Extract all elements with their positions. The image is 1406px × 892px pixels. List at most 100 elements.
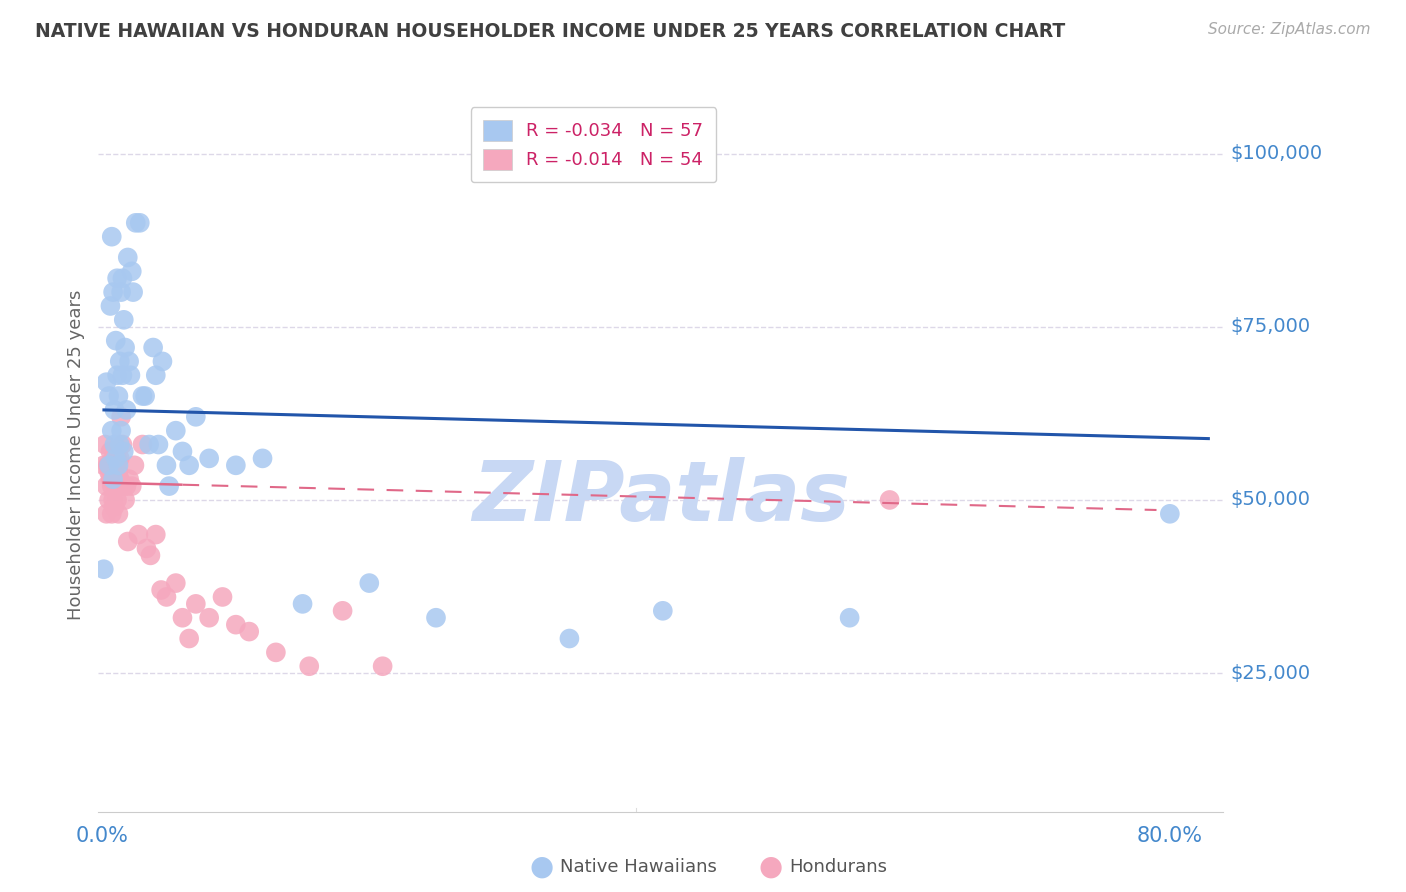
Point	[101, 451, 124, 466]
Point	[100, 458, 122, 473]
Text: $50,000: $50,000	[1230, 491, 1310, 509]
Point	[155, 590, 177, 604]
Point	[111, 437, 134, 451]
Point	[125, 216, 148, 230]
Point	[108, 451, 131, 466]
Point	[104, 458, 127, 473]
Y-axis label: Householder Income Under 25 years: Householder Income Under 25 years	[66, 290, 84, 620]
Point	[107, 458, 129, 473]
Point	[107, 465, 129, 479]
Text: ZIPatlas: ZIPatlas	[472, 458, 849, 538]
Point	[100, 479, 122, 493]
Point	[148, 437, 170, 451]
Point	[117, 251, 139, 265]
Point	[105, 492, 128, 507]
Text: NATIVE HAWAIIAN VS HONDURAN HOUSEHOLDER INCOME UNDER 25 YEARS CORRELATION CHART: NATIVE HAWAIIAN VS HONDURAN HOUSEHOLDER …	[35, 22, 1066, 41]
Point	[98, 458, 121, 473]
Point	[103, 465, 125, 479]
Point	[150, 582, 173, 597]
Point	[105, 271, 128, 285]
Point	[103, 500, 125, 514]
Point	[107, 507, 129, 521]
Point	[104, 334, 127, 348]
Point	[371, 659, 394, 673]
Point	[131, 389, 153, 403]
Point	[879, 492, 901, 507]
Point	[120, 368, 142, 383]
Text: $75,000: $75,000	[1230, 318, 1310, 336]
Point	[264, 645, 287, 659]
Point	[108, 437, 131, 451]
Point	[105, 368, 128, 383]
Point	[111, 368, 134, 383]
Point	[165, 424, 187, 438]
Point	[94, 437, 117, 451]
Point	[179, 458, 201, 473]
Point	[838, 611, 860, 625]
Point	[96, 375, 118, 389]
Point	[101, 472, 124, 486]
Point	[165, 576, 187, 591]
Point	[100, 424, 122, 438]
Point	[145, 527, 167, 541]
Point	[298, 659, 321, 673]
Point	[121, 264, 143, 278]
Point	[184, 597, 207, 611]
Point	[112, 479, 135, 493]
Point	[252, 451, 274, 466]
Point	[225, 458, 247, 473]
Point	[93, 458, 115, 473]
Text: ●: ●	[758, 853, 783, 881]
Point	[101, 492, 124, 507]
Point	[211, 590, 233, 604]
Point	[100, 444, 122, 458]
Point	[110, 285, 132, 299]
Point	[139, 549, 162, 563]
Point	[155, 458, 177, 473]
Point	[172, 444, 194, 458]
Point	[291, 597, 314, 611]
Point	[114, 492, 136, 507]
Point	[198, 451, 221, 466]
Point	[127, 527, 149, 541]
Point	[117, 534, 139, 549]
Point	[107, 389, 129, 403]
Point	[108, 472, 131, 486]
Point	[238, 624, 260, 639]
Point	[110, 424, 132, 438]
Point	[152, 354, 174, 368]
Point	[115, 479, 138, 493]
Point	[98, 465, 121, 479]
Text: Hondurans: Hondurans	[789, 858, 887, 876]
Point	[93, 562, 115, 576]
Point	[118, 354, 141, 368]
Text: Native Hawaiians: Native Hawaiians	[560, 858, 717, 876]
Point	[157, 479, 180, 493]
Point	[138, 437, 160, 451]
Point	[96, 507, 118, 521]
Point	[332, 604, 354, 618]
Point	[110, 409, 132, 424]
Point	[104, 451, 127, 466]
Point	[100, 299, 122, 313]
Point	[651, 604, 673, 618]
Text: ●: ●	[529, 853, 554, 881]
Point	[124, 458, 146, 473]
Point	[100, 229, 122, 244]
Text: $25,000: $25,000	[1230, 664, 1310, 682]
Point	[128, 216, 150, 230]
Point	[558, 632, 581, 646]
Point	[184, 409, 207, 424]
Legend: R = -0.034   N = 57, R = -0.014   N = 54: R = -0.034 N = 57, R = -0.014 N = 54	[471, 107, 716, 182]
Point	[100, 507, 122, 521]
Point	[108, 354, 131, 368]
Point	[115, 403, 138, 417]
Point	[101, 285, 124, 299]
Point	[122, 285, 145, 299]
Point	[101, 472, 124, 486]
Point	[225, 617, 247, 632]
Point	[97, 458, 120, 473]
Point	[425, 611, 447, 625]
Point	[121, 479, 143, 493]
Point	[198, 611, 221, 625]
